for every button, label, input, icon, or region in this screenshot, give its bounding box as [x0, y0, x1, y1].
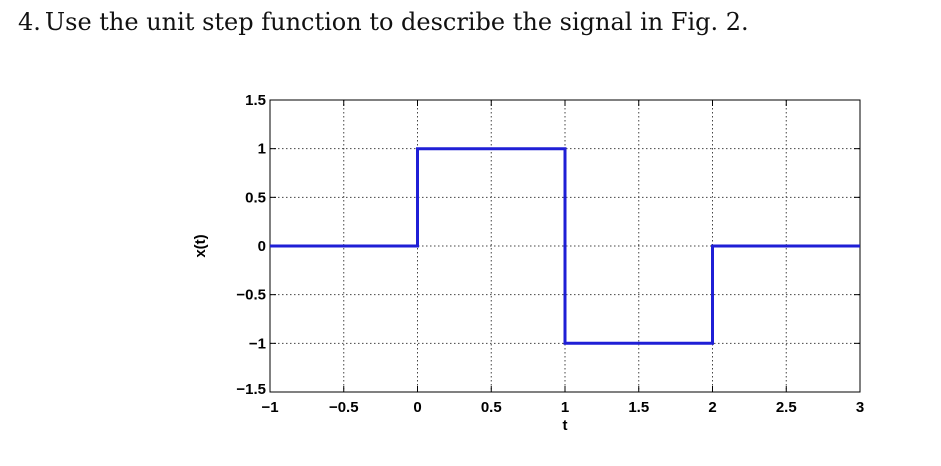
x-tick-label: 0.5 [481, 399, 502, 416]
x-tick-labels: −1 −0.5 0 0.5 1 1.5 2 2.5 3 [261, 399, 864, 416]
y-tick-labels: 1.5 1 0.5 0 −0.5 −1 −1.5 [236, 92, 266, 398]
y-tick-label: −0.5 [236, 287, 266, 304]
question-number: 4. [18, 8, 41, 36]
x-tick-label: 2.5 [776, 399, 797, 416]
y-tick-label: −1.5 [236, 381, 266, 398]
x-tick-label: 1.5 [628, 399, 649, 416]
signal-line [270, 147, 860, 345]
x-axis-label: t [563, 417, 568, 434]
x-tick-label: 1 [561, 399, 569, 416]
x-tick-label: −0.5 [329, 399, 359, 416]
x-tick-label: −1 [261, 399, 278, 416]
y-tick-label: 1 [258, 141, 266, 158]
y-axis-label: x(t) [192, 234, 209, 257]
y-tick-label: 1.5 [245, 92, 266, 109]
x-tick-label: 0 [413, 399, 421, 416]
question-body: Use the unit step function to describe t… [44, 8, 749, 36]
tick-marks [269, 99, 861, 393]
y-tick-label: −1 [249, 335, 266, 352]
question-text: 4. Use the unit step function to describe… [18, 8, 753, 36]
y-tick-label: 0.5 [245, 189, 266, 206]
y-tick-label: 0 [258, 238, 266, 255]
x-tick-label: 3 [856, 399, 864, 416]
x-tick-label: 2 [708, 399, 716, 416]
